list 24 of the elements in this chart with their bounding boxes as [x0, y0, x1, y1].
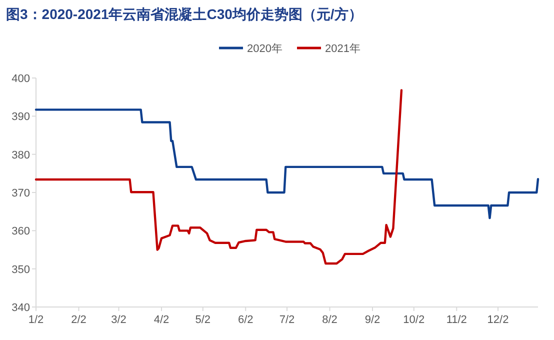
x-tick-label: 11/2: [446, 314, 467, 326]
x-tick-label: 10/2: [403, 314, 425, 326]
x-tick-label: 4/2: [154, 314, 170, 326]
x-tick-label: 5/2: [195, 314, 211, 326]
x-tick-label: 6/2: [238, 314, 254, 326]
line-series: [34, 89, 403, 265]
x-tick-label: 12/2: [487, 314, 509, 326]
y-tick-label: 400: [12, 73, 30, 85]
legend-label: 2021年: [325, 43, 360, 55]
y-tick-label: 370: [12, 188, 30, 200]
x-tick-label: 3/2: [111, 314, 126, 326]
y-tick-label: 350: [12, 264, 30, 276]
line-series: [34, 108, 540, 220]
y-tick-label: 360: [12, 226, 30, 238]
legend-label: 2020年: [247, 43, 282, 55]
x-tick-label: 8/2: [322, 314, 338, 326]
x-tick-label: 7/2: [279, 314, 295, 326]
chart-title: 图3：2020-2021年云南省混凝土C30均价走势图（元/方）: [6, 6, 362, 22]
y-tick-label: 340: [12, 302, 30, 314]
x-tick-label: 9/2: [364, 314, 380, 326]
y-tick-label: 380: [12, 149, 30, 162]
y-tick-label: 390: [12, 111, 30, 124]
x-tick-label: 1/2: [28, 314, 44, 326]
x-tick-label: 2/2: [71, 314, 86, 326]
